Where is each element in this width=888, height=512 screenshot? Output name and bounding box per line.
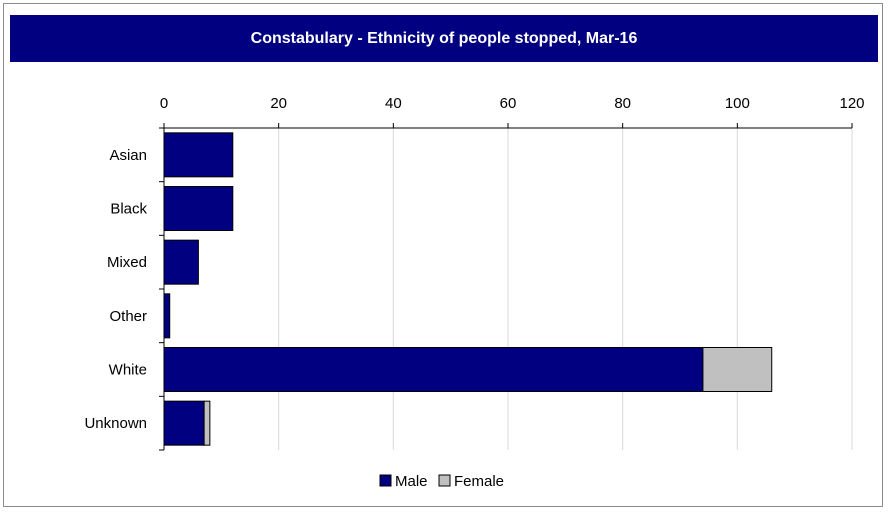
chart-title-bar: Constabulary - Ethnicity of people stopp… [10, 15, 878, 62]
x-tick-label-40: 40 [385, 95, 402, 112]
bar-white-male [163, 346, 704, 393]
bar-other-male [163, 293, 171, 339]
x-tick-label-100: 100 [725, 95, 750, 112]
x-tick-label-120: 120 [839, 95, 864, 112]
legend-label-female: Female [454, 473, 504, 490]
bar-mixed-male [163, 239, 199, 285]
legend-swatch-female [438, 474, 451, 487]
bar-unknown-male [163, 400, 205, 446]
chart-frame [3, 3, 883, 507]
legend-swatch-male [379, 474, 392, 487]
legend-label-male: Male [395, 473, 428, 490]
bar-asian-male [163, 132, 234, 178]
y-tick-label-asian: Asian [109, 147, 147, 164]
y-tick-label-other: Other [109, 308, 147, 325]
y-tick-label-mixed: Mixed [107, 254, 147, 271]
y-tick-label-black: Black [110, 201, 147, 218]
bar-white-female [702, 346, 773, 393]
x-tick-label-60: 60 [500, 95, 517, 112]
bar-unknown-female [203, 400, 211, 446]
x-tick-label-0: 0 [160, 95, 168, 112]
y-tick-label-unknown: Unknown [84, 415, 147, 432]
chart-title: Constabulary - Ethnicity of people stopp… [250, 29, 638, 47]
y-tick-label-white: White [109, 362, 147, 379]
bar-black-male [163, 185, 234, 232]
x-tick-label-20: 20 [270, 95, 287, 112]
x-tick-label-80: 80 [614, 95, 631, 112]
